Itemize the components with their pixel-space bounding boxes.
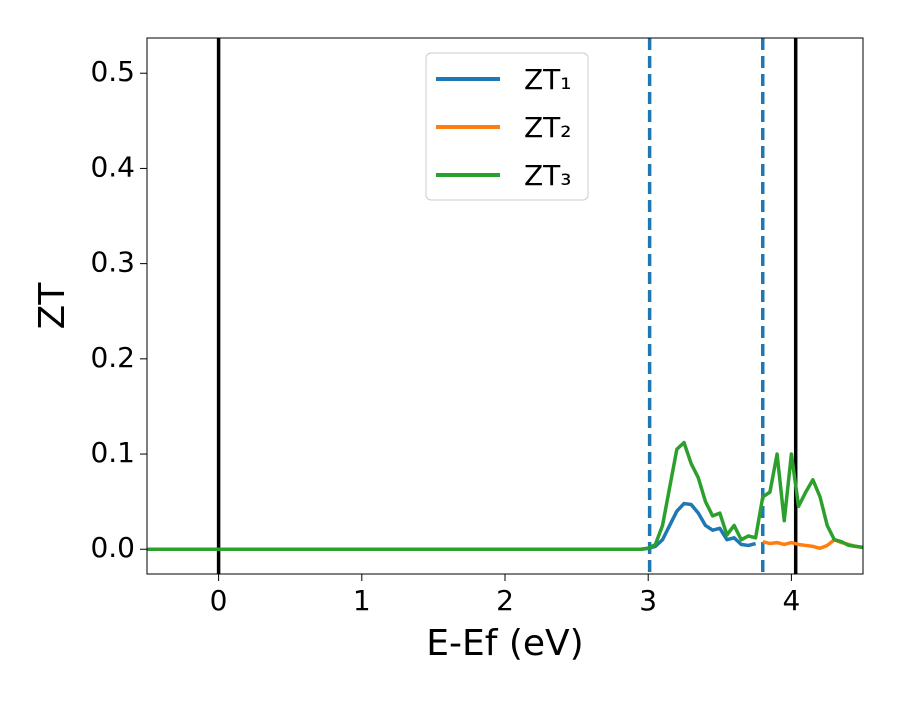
plot-frame: [146, 37, 864, 575]
x-tick-label: 1: [353, 584, 371, 617]
y-tick-label: 0.0: [90, 531, 135, 564]
x-tick-label: 3: [639, 584, 657, 617]
legend-label: ZT₃: [524, 159, 572, 192]
x-tick-label: 2: [496, 584, 514, 617]
y-tick-label: 0.2: [90, 341, 135, 374]
legend-box: [425, 52, 589, 201]
y-tick-label: 0.5: [90, 55, 135, 88]
legend-label: ZT₂: [524, 111, 572, 144]
x-tick-label: 4: [782, 584, 800, 617]
y-tick-label: 0.4: [90, 150, 135, 183]
x-tick-label: 0: [210, 584, 228, 617]
y-tick-label: 0.3: [90, 246, 135, 279]
x-axis-label: E-Ef (eV): [426, 623, 583, 664]
y-axis-label: ZT: [32, 282, 73, 330]
data-line: [147, 440, 863, 551]
legend-label: ZT₁: [524, 63, 572, 96]
y-tick-label: 0.1: [90, 436, 135, 469]
